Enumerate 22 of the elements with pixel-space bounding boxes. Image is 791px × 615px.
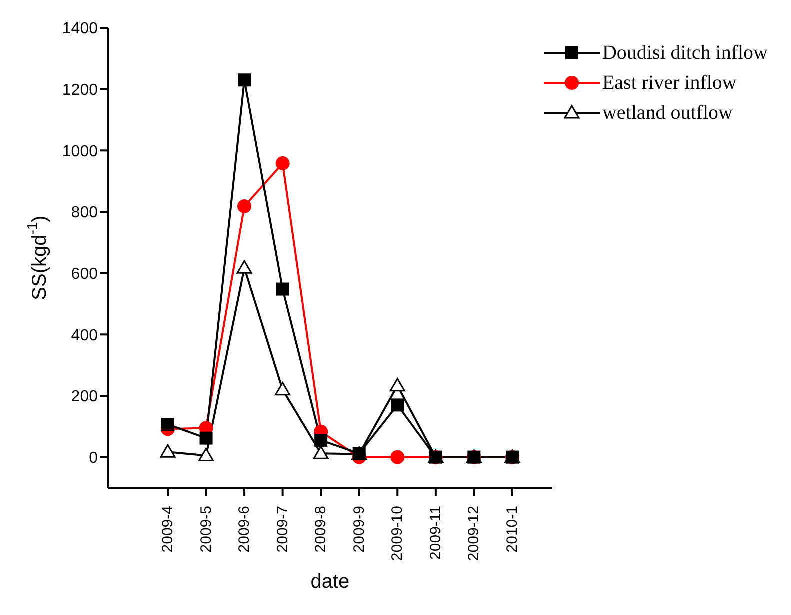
- x-tick-label: 2009-12: [466, 506, 483, 562]
- x-tick-label: 2009-7: [274, 506, 292, 553]
- x-axis-title: date: [310, 571, 350, 593]
- legend-label: Doudisi ditch inflow: [602, 41, 768, 66]
- x-tick-label: 2009-8: [312, 506, 330, 553]
- y-tick-label: 400: [71, 327, 98, 344]
- x-tick-label: 2009-10: [389, 506, 406, 562]
- x-tick-label: 2010-1: [504, 506, 521, 553]
- x-tick-label: 2009-5: [198, 506, 215, 553]
- y-tick-label: 0: [89, 450, 98, 468]
- x-tick-label: 2009-11: [427, 506, 444, 560]
- y-tick-label: 1200: [62, 82, 98, 100]
- legend-label: wetland outflow: [602, 101, 733, 126]
- y-tick-label: 200: [71, 388, 98, 406]
- y-tick-label: 600: [71, 266, 98, 284]
- legend-label: East river inflow: [602, 71, 737, 96]
- x-tick-label: 2009-6: [236, 506, 254, 553]
- x-tick-label: 2009-4: [160, 506, 176, 553]
- y-tick-label: 800: [71, 204, 98, 222]
- y-tick-label: 1000: [62, 143, 98, 160]
- x-tick-label: 2009-9: [350, 506, 368, 553]
- y-tick-label: 1400: [62, 20, 98, 38]
